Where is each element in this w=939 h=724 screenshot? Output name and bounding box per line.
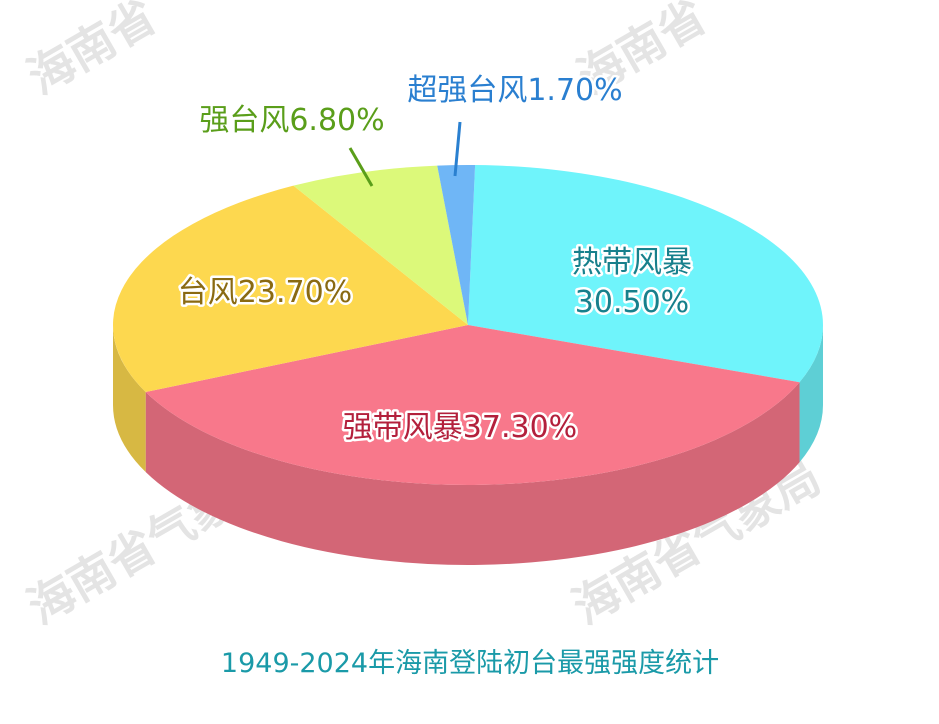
data-label: 超强台风1.70% bbox=[407, 73, 622, 108]
slice bbox=[145, 325, 800, 485]
category-label: 台风 bbox=[178, 275, 238, 310]
slice bbox=[293, 165, 468, 325]
leader-line bbox=[453, 121, 462, 177]
data-label: 强台风6.80% bbox=[199, 103, 384, 138]
data-label: 30.50% bbox=[575, 285, 689, 320]
pie bbox=[112, 165, 823, 566]
category-label: 强带风暴 bbox=[343, 410, 463, 445]
watermark: 海南省 bbox=[19, 0, 166, 105]
value-label: 1.70% bbox=[527, 73, 622, 108]
value-label: 6.80% bbox=[289, 103, 384, 138]
data-label: 热带风暴 bbox=[572, 245, 692, 280]
data-label: 台风23.70% bbox=[178, 275, 352, 310]
slice-side bbox=[113, 325, 146, 473]
slice bbox=[437, 165, 476, 325]
category-label: 超强台风 bbox=[407, 73, 527, 108]
data-label: 强带风暴37.30% bbox=[343, 410, 577, 445]
slice bbox=[468, 165, 823, 383]
slice bbox=[112, 185, 468, 393]
value-label: 37.30% bbox=[463, 410, 577, 445]
leader-line bbox=[348, 147, 374, 187]
slice-side bbox=[799, 325, 823, 463]
chart-title: 1949-2024年海南登陆初台最强强度统计 bbox=[221, 648, 719, 679]
slice-side bbox=[145, 382, 800, 566]
value-label: 23.70% bbox=[238, 275, 352, 310]
category-label: 强台风 bbox=[199, 103, 289, 138]
